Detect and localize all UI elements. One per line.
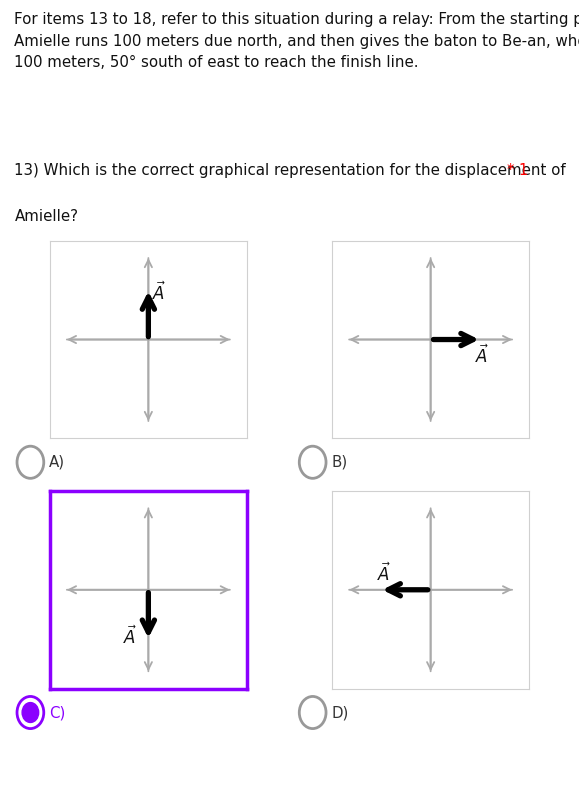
Text: C): C)	[49, 705, 65, 720]
Text: B): B)	[331, 455, 348, 469]
Text: $\vec{A}$: $\vec{A}$	[377, 562, 391, 585]
Text: D): D)	[331, 705, 349, 720]
Text: 13) Which is the correct graphical representation for the displacement of: 13) Which is the correct graphical repre…	[14, 163, 566, 178]
Text: $\vec{A}$: $\vec{A}$	[475, 344, 489, 367]
Text: $\vec{A}$: $\vec{A}$	[152, 282, 166, 304]
Text: For items 13 to 18, refer to this situation during a relay: From the starting po: For items 13 to 18, refer to this situat…	[14, 12, 579, 70]
Text: $\vec{A}$: $\vec{A}$	[123, 625, 137, 647]
Text: Amielle?: Amielle?	[14, 209, 79, 224]
Text: * 1: * 1	[507, 163, 528, 178]
Circle shape	[22, 703, 39, 722]
Text: A): A)	[49, 455, 65, 469]
